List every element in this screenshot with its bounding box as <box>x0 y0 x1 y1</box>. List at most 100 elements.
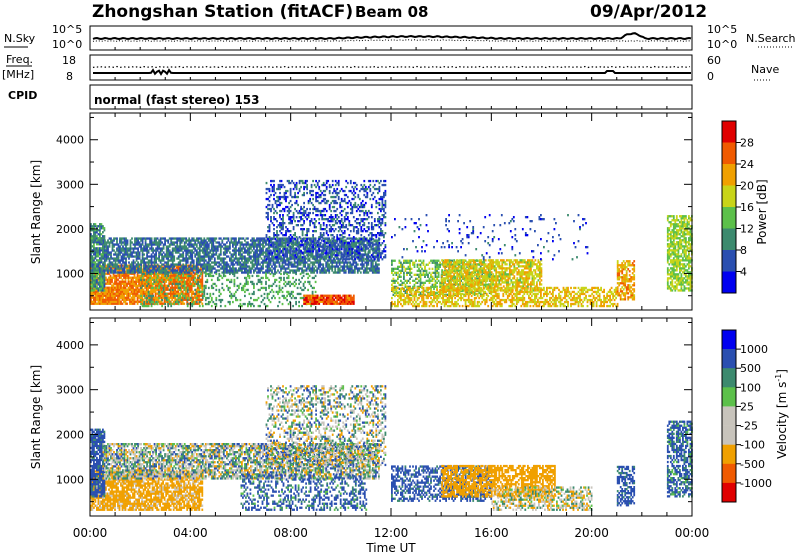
data-cell <box>90 290 92 293</box>
data-cell <box>218 290 221 294</box>
data-cell <box>365 265 368 268</box>
data-cell <box>204 239 207 242</box>
data-cell <box>164 267 166 270</box>
data-cell <box>198 253 201 256</box>
data-cell <box>172 276 175 279</box>
data-cell <box>124 270 127 273</box>
data-cell <box>171 302 174 305</box>
data-cell <box>123 294 125 297</box>
data-cell <box>165 288 168 291</box>
data-cell <box>147 284 149 287</box>
data-cell <box>265 280 267 284</box>
data-cell <box>315 226 317 229</box>
data-cell <box>180 282 183 285</box>
data-cell <box>349 271 352 274</box>
data-cell <box>309 222 311 225</box>
data-cell <box>195 271 198 274</box>
data-cell <box>265 248 268 251</box>
data-cell <box>131 247 133 250</box>
data-cell <box>117 300 119 303</box>
noise-right-label: N.Search <box>746 32 796 45</box>
data-cell <box>298 255 300 258</box>
data-cell <box>140 298 142 302</box>
data-cell <box>138 243 141 246</box>
data-cell <box>239 261 242 264</box>
data-cell <box>210 247 213 250</box>
data-cell <box>285 234 287 237</box>
data-cell <box>219 304 222 308</box>
data-cell <box>130 280 133 283</box>
data-cell <box>100 296 103 299</box>
data-cell <box>371 259 374 262</box>
data-cell <box>263 292 266 296</box>
data-cell <box>168 253 171 256</box>
data-cell <box>97 265 100 268</box>
data-cell <box>204 245 207 248</box>
data-cell <box>254 249 257 252</box>
data-cell <box>374 271 377 274</box>
data-cell <box>150 253 153 256</box>
data-cell <box>111 261 114 264</box>
data-cell <box>97 300 100 303</box>
data-cell <box>263 257 266 260</box>
data-cell <box>96 235 98 238</box>
data-cell <box>271 222 274 225</box>
data-cell <box>279 214 281 217</box>
data-cell <box>178 292 181 295</box>
data-cell <box>268 261 270 264</box>
data-cell <box>316 269 319 272</box>
data-cell <box>296 261 299 264</box>
data-cell <box>130 276 133 279</box>
data-cell <box>224 271 227 274</box>
data-cell <box>130 298 133 301</box>
data-cell <box>256 257 258 260</box>
data-cell <box>232 300 234 304</box>
data-cell <box>322 249 325 252</box>
data-cell <box>90 282 92 285</box>
data-cell <box>96 255 98 258</box>
data-cell <box>287 302 290 306</box>
data-cell <box>113 265 115 268</box>
data-cell <box>323 267 326 270</box>
data-cell <box>144 265 147 268</box>
data-cell <box>189 296 192 300</box>
data-cell <box>269 257 272 260</box>
data-cell <box>174 292 177 295</box>
data-cell <box>120 296 122 299</box>
data-cell <box>376 269 379 272</box>
data-cell <box>334 269 337 272</box>
data-cell <box>301 261 303 264</box>
data-cell <box>378 263 380 266</box>
data-cell <box>169 288 172 291</box>
data-cell <box>233 284 236 288</box>
data-cell <box>176 247 179 250</box>
data-cell <box>143 247 145 250</box>
data-cell <box>347 269 350 272</box>
data-cell <box>159 276 161 279</box>
data-cell <box>265 271 267 274</box>
data-cell <box>163 284 166 287</box>
data-cell <box>318 256 321 259</box>
data-cell <box>218 269 221 272</box>
data-cell <box>155 261 157 264</box>
data-cell <box>185 249 188 252</box>
data-cell <box>353 251 356 254</box>
data-cell <box>153 288 155 291</box>
data-cell <box>183 245 186 248</box>
data-cell <box>133 288 136 291</box>
data-cell <box>298 282 300 286</box>
data-cell <box>289 294 291 298</box>
data-cell <box>272 237 275 240</box>
data-cell <box>96 249 98 252</box>
data-cell <box>167 271 170 274</box>
data-cell <box>331 265 334 268</box>
data-cell <box>283 271 285 274</box>
data-cell <box>113 253 115 256</box>
data-cell <box>169 292 172 295</box>
data-cell <box>229 302 231 306</box>
data-cell <box>124 290 127 293</box>
data-cell <box>120 272 122 275</box>
data-cell <box>91 300 94 303</box>
data-cell <box>290 282 293 286</box>
data-cell <box>273 187 275 191</box>
